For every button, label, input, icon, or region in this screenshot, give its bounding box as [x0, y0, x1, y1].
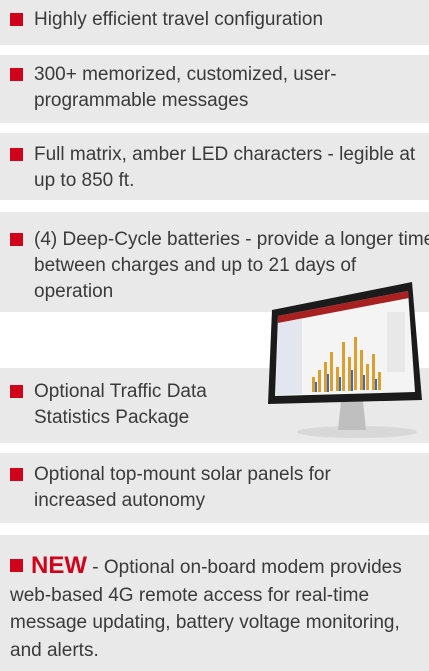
screen-panel	[387, 312, 405, 372]
bullet	[10, 13, 23, 26]
feature-row: Full matrix, amber LED characters - legi…	[0, 133, 429, 200]
feature-list: {"items": [ {"text": "Highly efficient t…	[0, 0, 429, 671]
feature-text: Full matrix, amber LED characters - legi…	[34, 142, 429, 194]
feature-row: NEW - Optional on-board modem provides w…	[0, 535, 429, 671]
bullet	[10, 233, 23, 246]
bullet	[10, 385, 23, 398]
bullet	[10, 559, 23, 572]
bullet	[10, 68, 23, 81]
bullet	[10, 468, 23, 481]
feature-row: 300+ memorized, customized, user-program…	[0, 55, 429, 123]
monitor-image	[262, 282, 427, 440]
feature-text: 300+ memorized, customized, user-program…	[34, 62, 350, 114]
feature-text: Optional top-mount solar panels for incr…	[34, 462, 340, 514]
feature-text: Optional Traffic Data Statistics Package	[34, 379, 260, 431]
feature-row: Highly efficient travel configuration	[0, 0, 429, 45]
feature-text: Highly efficient travel configuration	[34, 7, 323, 33]
feature-row: Optional top-mount solar panels for incr…	[0, 453, 429, 523]
bullet	[10, 148, 23, 161]
screen-sidebar	[276, 319, 302, 395]
new-badge: NEW	[31, 552, 87, 579]
